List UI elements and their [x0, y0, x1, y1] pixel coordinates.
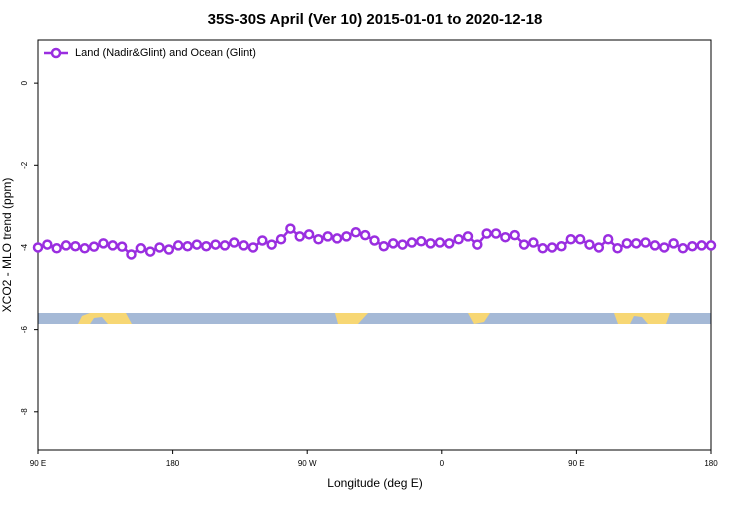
y-tick-label: -2 [20, 161, 29, 169]
data-point [303, 229, 315, 240]
data-point [313, 233, 324, 245]
data-point [584, 239, 595, 250]
chart-title: 35S-30S April (Ver 10) 2015-01-01 to 202… [208, 11, 543, 28]
data-point [51, 243, 62, 254]
data-point [32, 242, 44, 253]
legend-label: Land (Nadir&Glint) and Ocean (Glint) [75, 47, 256, 59]
data-point [107, 240, 119, 251]
map-strip [38, 313, 711, 324]
data-point [406, 237, 418, 248]
data-point [116, 241, 128, 252]
data-point [574, 233, 586, 245]
data-point [612, 243, 623, 254]
data-point [219, 240, 231, 251]
data-point [70, 240, 81, 252]
data-point [135, 243, 147, 254]
data-point [518, 239, 530, 250]
data-point [163, 244, 175, 255]
data-point [266, 239, 277, 250]
x-axis-label: Longitude (deg E) [327, 476, 422, 490]
x-tick-label: 0 [440, 459, 445, 468]
data-point [453, 233, 464, 245]
land-strip [78, 313, 132, 324]
y-tick-label: -6 [20, 326, 29, 334]
data-point [322, 231, 334, 242]
data-point [649, 240, 661, 251]
data-point [201, 240, 212, 252]
data-point [546, 242, 558, 253]
data-point [556, 240, 567, 252]
data-point [490, 228, 502, 239]
x-tick-label: 90 E [568, 459, 584, 468]
data-point [359, 229, 371, 241]
ocean-strip [630, 316, 648, 324]
data-point [154, 242, 165, 253]
data-point [182, 240, 193, 252]
data-point [640, 237, 651, 248]
data-point [397, 239, 408, 250]
data-point [602, 233, 614, 245]
data-point [210, 239, 221, 250]
land-strip [335, 313, 368, 324]
data-point [444, 238, 455, 249]
land-strip [468, 313, 490, 324]
data-point [257, 235, 268, 246]
data-point [687, 240, 698, 252]
data-point [229, 237, 240, 248]
y-axis-label: XCO2 - MLO trend (ppm) [0, 178, 14, 313]
data-point [275, 233, 287, 245]
data-point [593, 242, 605, 253]
x-tick-label: 90 E [30, 459, 46, 468]
data-point [705, 240, 717, 251]
data-point [621, 238, 633, 249]
legend-marker [50, 47, 62, 59]
data-point [630, 238, 642, 249]
data-point [350, 227, 362, 238]
x-tick-label: 90 W [298, 459, 317, 468]
data-point [331, 233, 343, 244]
data-point [369, 235, 380, 246]
data-point [415, 236, 427, 247]
ocean-strip [90, 317, 108, 324]
data-point [60, 240, 72, 251]
data-point [668, 238, 679, 249]
data-point [144, 246, 156, 257]
data-point [659, 242, 670, 253]
data-point [528, 237, 539, 248]
data-point [500, 231, 511, 243]
data-point [341, 231, 352, 242]
data-point [126, 249, 137, 260]
data-point [537, 243, 548, 254]
data-point [79, 243, 90, 254]
data-point [387, 238, 399, 249]
data-point [472, 239, 483, 250]
data-point [677, 243, 689, 254]
data-point [425, 238, 436, 249]
data-point [462, 231, 474, 242]
data-point [172, 240, 184, 251]
data-point [238, 240, 249, 251]
x-tick-label: 180 [166, 459, 180, 468]
data-point [285, 223, 296, 234]
y-tick-label: -4 [20, 243, 29, 251]
data-point [247, 242, 259, 253]
data-point [42, 239, 53, 250]
x-tick-label: 180 [704, 459, 718, 468]
y-tick-label: -8 [20, 408, 29, 416]
data-point [434, 237, 446, 248]
data-point [565, 233, 577, 245]
ocean-strip [38, 313, 711, 324]
y-tick-label: 0 [20, 80, 29, 85]
data-point [378, 240, 390, 252]
data-point [509, 229, 520, 241]
data-point [88, 241, 100, 252]
data-point [191, 239, 203, 250]
data-point [294, 231, 305, 242]
data-point [481, 228, 492, 239]
data-point [696, 240, 707, 251]
data-point [98, 238, 109, 249]
